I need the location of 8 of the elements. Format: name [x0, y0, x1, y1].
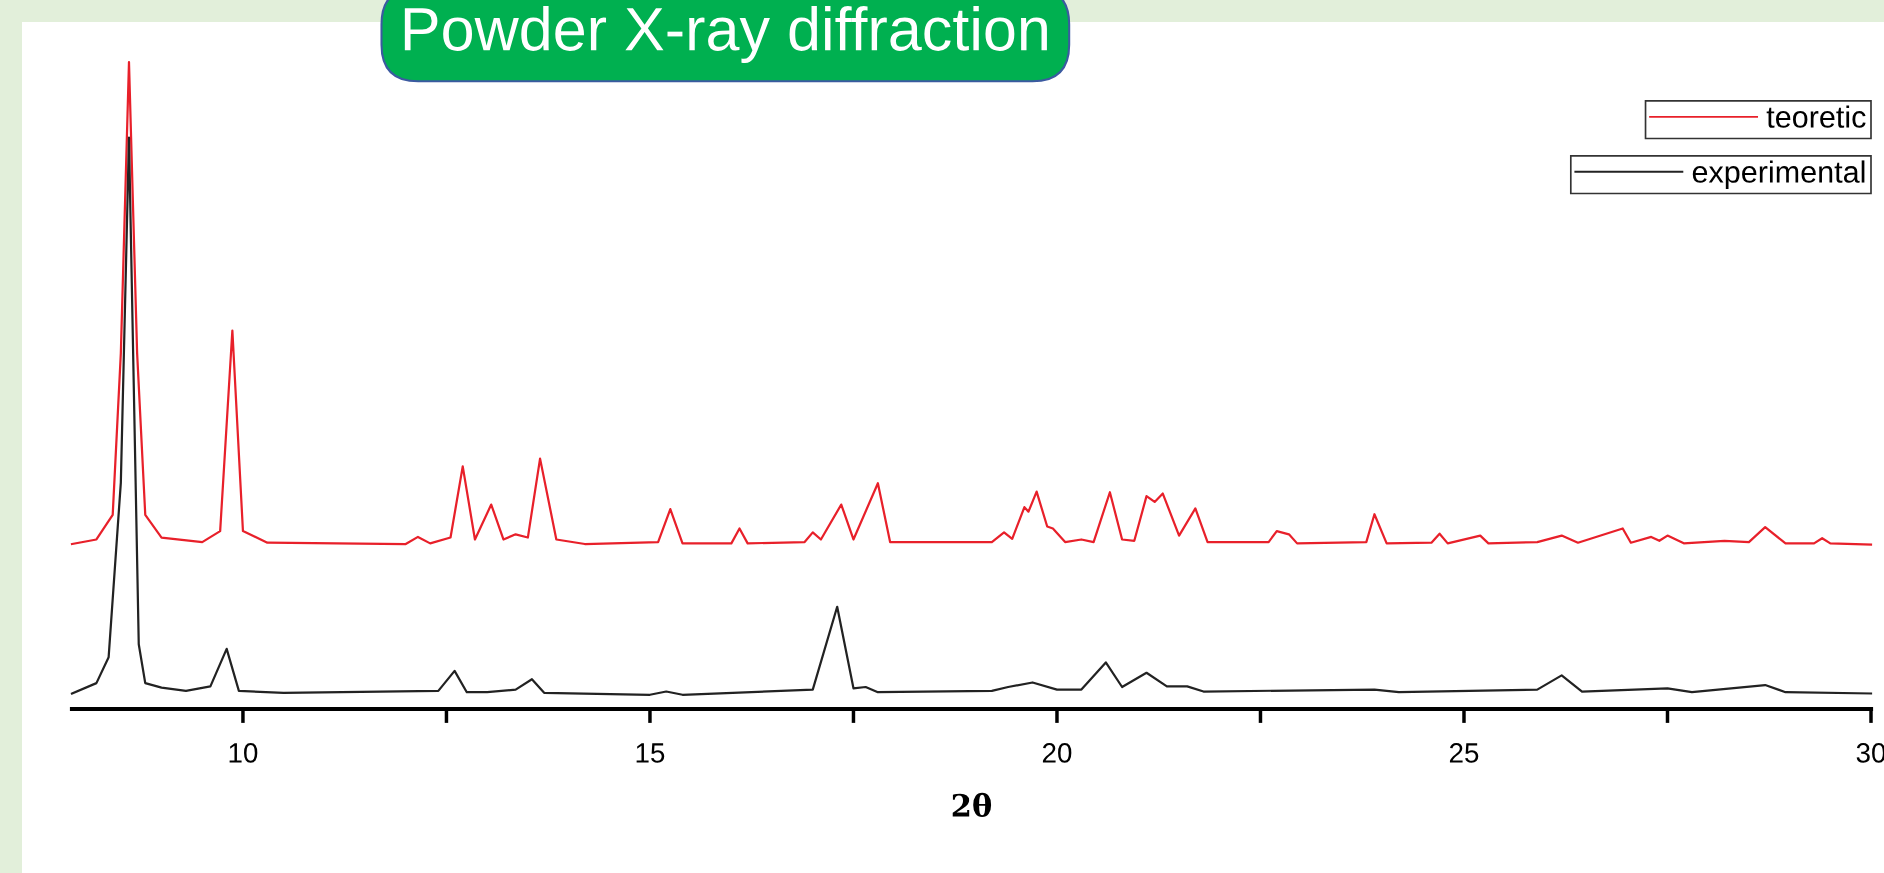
- x-tick-label: 15: [636, 743, 665, 763]
- x-tick-label: 25: [1449, 743, 1479, 763]
- legend-label: teoretic: [1766, 105, 1866, 128]
- x-axis-title: 2θ: [952, 792, 992, 817]
- x-tick-label: 20: [1042, 743, 1072, 763]
- legend-label: experimental: [1692, 160, 1865, 189]
- x-tick-label: 10: [229, 743, 258, 763]
- chart-title: Powder X-ray diffraction: [404, 6, 1047, 63]
